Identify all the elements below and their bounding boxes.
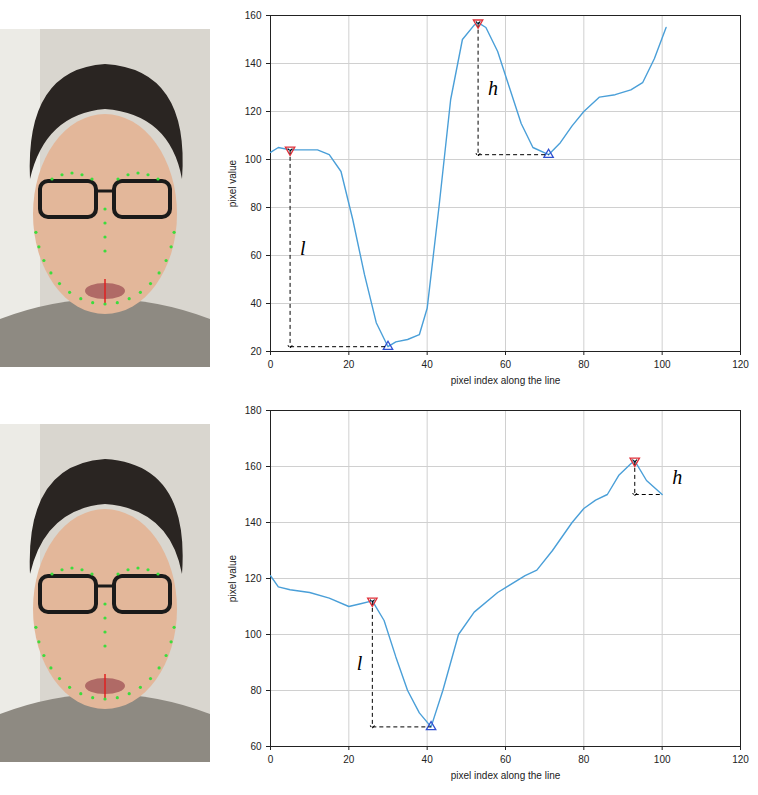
svg-text:l: l bbox=[300, 236, 306, 258]
svg-text:80: 80 bbox=[578, 753, 590, 764]
svg-text:20: 20 bbox=[250, 345, 262, 356]
svg-text:180: 180 bbox=[245, 404, 262, 415]
svg-text:40: 40 bbox=[422, 753, 434, 764]
svg-text:120: 120 bbox=[245, 572, 262, 583]
svg-text:60: 60 bbox=[250, 740, 262, 751]
svg-text:40: 40 bbox=[250, 297, 262, 308]
svg-text:60: 60 bbox=[250, 249, 262, 260]
svg-text:100: 100 bbox=[245, 153, 262, 164]
svg-text:h: h bbox=[488, 77, 498, 99]
svg-text:80: 80 bbox=[250, 684, 262, 695]
svg-text:100: 100 bbox=[654, 753, 671, 764]
svg-text:0: 0 bbox=[268, 753, 274, 764]
svg-text:pixel value: pixel value bbox=[227, 159, 238, 207]
svg-text:160: 160 bbox=[245, 9, 262, 20]
svg-text:140: 140 bbox=[245, 57, 262, 68]
svg-text:100: 100 bbox=[245, 628, 262, 639]
svg-text:l: l bbox=[357, 652, 363, 674]
svg-text:0: 0 bbox=[268, 358, 274, 369]
svg-text:100: 100 bbox=[654, 358, 671, 369]
svg-text:140: 140 bbox=[245, 516, 262, 527]
svg-text:pixel value: pixel value bbox=[227, 554, 238, 602]
svg-text:60: 60 bbox=[500, 753, 512, 764]
svg-text:pixel index along the line: pixel index along the line bbox=[451, 769, 561, 780]
svg-text:40: 40 bbox=[422, 358, 434, 369]
svg-text:h: h bbox=[672, 466, 682, 488]
svg-text:80: 80 bbox=[578, 358, 590, 369]
svg-text:120: 120 bbox=[245, 105, 262, 116]
svg-text:120: 120 bbox=[732, 358, 749, 369]
svg-text:120: 120 bbox=[732, 753, 749, 764]
svg-text:20: 20 bbox=[343, 358, 355, 369]
svg-text:pixel index along the line: pixel index along the line bbox=[451, 374, 561, 385]
svg-text:20: 20 bbox=[343, 753, 355, 764]
svg-text:160: 160 bbox=[245, 460, 262, 471]
svg-text:60: 60 bbox=[500, 358, 512, 369]
svg-text:80: 80 bbox=[250, 201, 262, 212]
